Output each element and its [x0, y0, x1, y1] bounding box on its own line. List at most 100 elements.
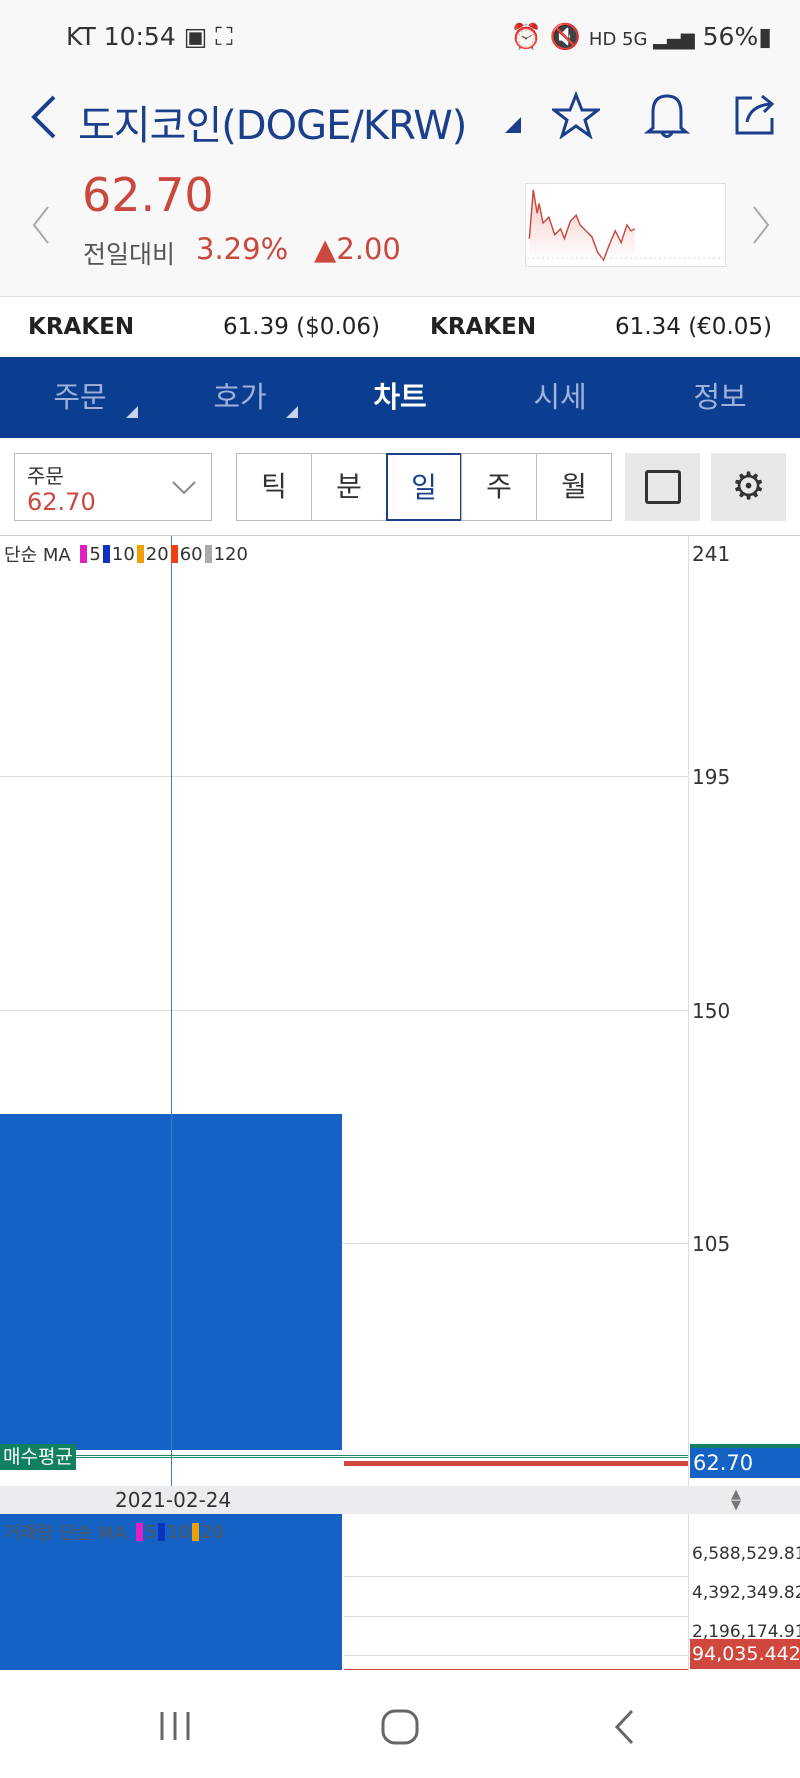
tab-label: 호가: [213, 380, 267, 414]
tab-chart[interactable]: 차트: [320, 357, 480, 438]
current-volume-label: 94,035.442: [690, 1639, 800, 1669]
buy-average-label: 매수평균: [0, 1444, 76, 1470]
compare-label: 전일대비: [83, 240, 176, 269]
recent-apps-icon[interactable]: [158, 1710, 192, 1742]
gridline: [0, 776, 688, 777]
back-icon[interactable]: [28, 94, 58, 140]
legend-item: 20: [145, 543, 169, 565]
tab-order[interactable]: 주문: [0, 357, 160, 438]
exchange-price: 61.34 (€0.05): [615, 314, 772, 340]
change-amount: 2.00: [336, 232, 401, 266]
settings-button[interactable]: ⚙: [711, 453, 786, 521]
up-triangle-icon: ▲: [314, 232, 337, 266]
select-label: 주문: [27, 464, 64, 488]
legend-item: 60: [179, 543, 203, 565]
axis-divider: [688, 536, 689, 1670]
dropdown-icon[interactable]: [505, 117, 521, 133]
star-icon[interactable]: [552, 91, 600, 139]
tab-info[interactable]: 정보: [640, 357, 800, 438]
battery-level: 56%: [702, 22, 759, 51]
buy-average-marker: [690, 1444, 800, 1448]
coin-header: 도지코인(DOGE/KRW) 62.70 전일대비 3.29% ▲2.00: [0, 80, 800, 297]
page-title[interactable]: 도지코인(DOGE/KRW): [78, 103, 467, 149]
crosshair-date: 2021-02-24: [115, 1488, 232, 1512]
legend-swatch: [192, 1523, 200, 1541]
y-tick: 105: [692, 1232, 731, 1256]
share-icon[interactable]: [732, 90, 780, 138]
fullscreen-button[interactable]: [625, 453, 700, 521]
period-tick[interactable]: 틱: [236, 453, 312, 521]
tab-orderbook[interactable]: 호가: [160, 357, 320, 438]
change-percent: 3.29%: [196, 232, 289, 266]
back-nav-icon[interactable]: [612, 1708, 636, 1746]
gallery-icon: ▣: [183, 22, 208, 51]
y-tick: 150: [692, 999, 731, 1023]
tab-label: 차트: [373, 380, 427, 414]
tab-label: 주문: [53, 380, 107, 414]
status-bar: KT 10:54 ▣ ⛶ ⏰ 🔇 HD 5G ▂▄▆ 56%▮: [0, 0, 800, 80]
period-week[interactable]: 주: [461, 453, 537, 521]
gridline: [344, 1576, 688, 1577]
legend-item: 5: [144, 1521, 157, 1543]
legend-prefix: 단순 MA: [4, 545, 71, 566]
current-price-label: 62.70: [690, 1448, 800, 1478]
volume-legend: 거래량 단순 MA 5 10 20: [4, 1519, 224, 1545]
next-coin-icon[interactable]: [750, 205, 772, 245]
tab-quotes[interactable]: 시세: [480, 357, 640, 438]
y-tick: 241: [692, 542, 731, 566]
period-day[interactable]: 일: [386, 453, 462, 521]
signal-icon: HD 5G ▂▄▆: [588, 29, 695, 50]
legend-prefix: 거래량 단순 MA: [4, 1523, 127, 1544]
screenshot-icon: ⛶: [215, 22, 233, 51]
legend-item: 120: [213, 543, 248, 565]
triangle-icon: [126, 406, 138, 418]
current-price-candle: [344, 1461, 688, 1466]
price-chart[interactable]: 241 195 150 105 단순 MA 5 10 20 60 120 매수평…: [0, 536, 800, 1671]
volume-tick: 4,392,349.824: [692, 1583, 800, 1603]
period-month[interactable]: 월: [536, 453, 612, 521]
buy-average-line: [0, 1455, 688, 1458]
date-bar: 2021-02-24 ▲ ▼: [0, 1486, 800, 1514]
bell-icon[interactable]: [643, 90, 691, 140]
exchange-prices: KRAKEN 61.39 ($0.06) KRAKEN 61.34 (€0.05…: [0, 298, 800, 357]
legend-swatch: [204, 545, 212, 563]
clock: 10:54: [103, 22, 176, 51]
legend-swatch: [158, 1523, 166, 1541]
gridline: [0, 1243, 688, 1244]
chevron-down-icon: [172, 481, 196, 495]
legend-item: 10: [111, 543, 135, 565]
order-select[interactable]: 주문 62.70: [14, 453, 212, 521]
triangle-icon: [286, 406, 298, 418]
current-price: 62.70: [82, 168, 214, 222]
exchange-price: 61.39 ($0.06): [223, 314, 380, 340]
chart-controls: 주문 62.70 틱 분 일 주 월 ⚙: [0, 438, 800, 536]
prev-coin-icon[interactable]: [30, 205, 52, 245]
gridline: [344, 1655, 688, 1656]
exchange-name: KRAKEN: [28, 314, 135, 340]
crosshair-line: [171, 536, 172, 1486]
legend-swatch: [80, 545, 88, 563]
legend-item: 10: [167, 1521, 191, 1543]
resize-handle-icon[interactable]: ▲ ▼: [731, 1487, 741, 1513]
mute-icon: 🔇: [549, 22, 581, 51]
select-value: 62.70: [27, 488, 96, 516]
tab-label: 정보: [693, 380, 747, 414]
volume-tick: 6,588,529.816: [692, 1544, 800, 1564]
system-nav-bar: [0, 1670, 800, 1778]
legend-item: 20: [201, 1521, 225, 1543]
legend-item: 5: [89, 543, 101, 565]
square-icon: [645, 470, 681, 504]
ma-legend: 단순 MA 5 10 20 60 120: [4, 541, 248, 567]
gridline: [0, 1010, 688, 1011]
tab-label: 시세: [533, 380, 587, 414]
tab-bar: 주문 호가 차트 시세 정보: [0, 357, 800, 438]
gear-icon: ⚙: [731, 464, 766, 508]
carrier: KT: [66, 22, 96, 51]
volume-tick: 2,196,174.912: [692, 1622, 800, 1642]
legend-swatch: [136, 545, 144, 563]
legend-swatch: [102, 545, 110, 563]
y-tick: 195: [692, 765, 731, 789]
home-icon[interactable]: [380, 1708, 420, 1746]
legend-swatch: [170, 545, 178, 563]
period-minute[interactable]: 분: [311, 453, 387, 521]
